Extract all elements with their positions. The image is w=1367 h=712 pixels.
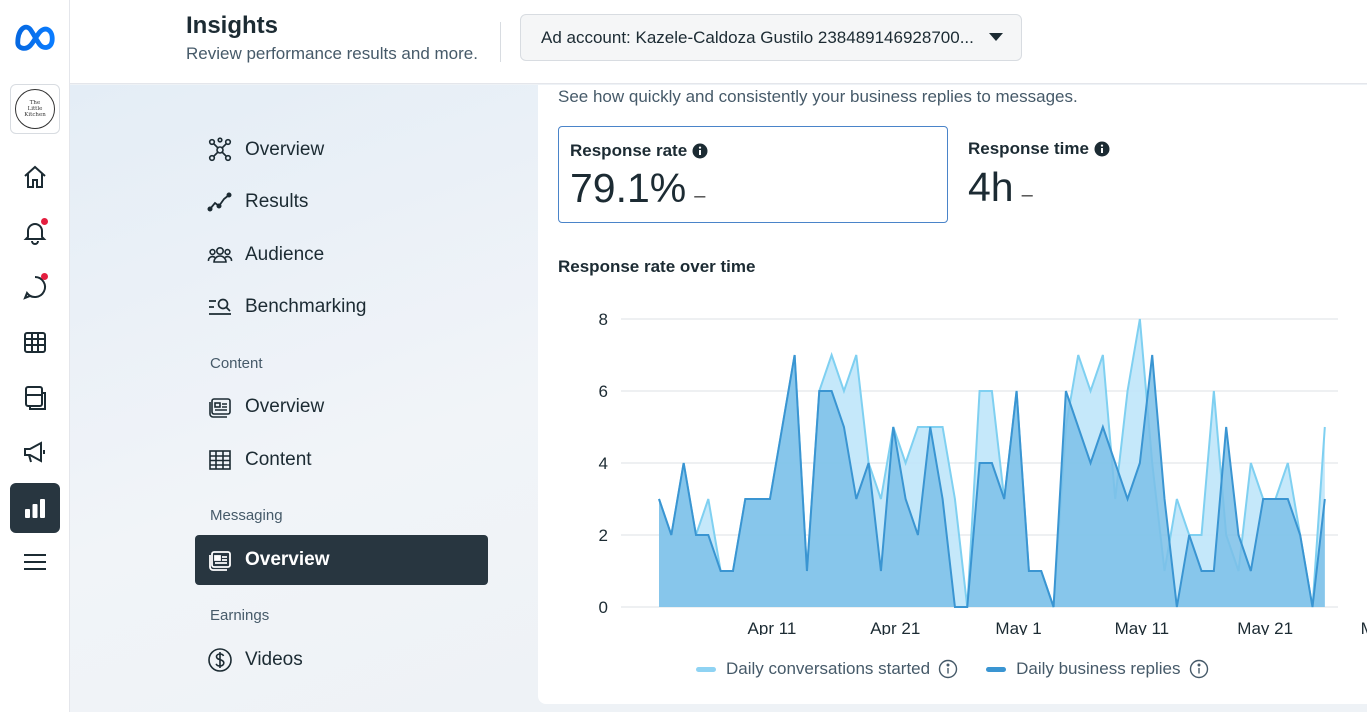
section-earnings: Earnings: [210, 607, 270, 624]
section-messaging: Messaging: [210, 507, 283, 524]
page-subtitle: Review performance results and more.: [186, 44, 478, 63]
message-dot: [41, 273, 48, 280]
nav-label: Overview: [245, 396, 325, 417]
response-time-value: 4h: [968, 164, 1014, 210]
notification-dot: [41, 218, 48, 225]
response-time-label-row: Response time: [968, 139, 1110, 159]
nav-audience[interactable]: Audience: [195, 230, 488, 280]
legend-started-label: Daily conversations started: [726, 659, 931, 678]
section-content: Content: [210, 355, 263, 372]
info-outline-icon[interactable]: [938, 659, 958, 679]
info-icon[interactable]: [692, 143, 708, 159]
nav-label: Content: [245, 449, 312, 470]
insights-sidebar: Overview Results Audience Benchmarking C…: [70, 85, 538, 712]
nav-videos[interactable]: Videos: [195, 635, 488, 685]
home-icon[interactable]: [10, 152, 60, 202]
y-tick-label: 8: [599, 310, 608, 329]
y-tick-label: 6: [599, 382, 608, 401]
messages-icon[interactable]: [10, 262, 60, 312]
response-rate-card[interactable]: Response rate 79.1% –: [558, 126, 948, 223]
y-tick-label: 0: [599, 598, 608, 617]
menu-icon[interactable]: [10, 537, 60, 587]
insights-icon[interactable]: [10, 483, 60, 533]
content-overview-icon: [209, 398, 231, 418]
ads-icon[interactable]: [10, 427, 60, 477]
hub-icon: [208, 137, 232, 162]
page-title: Insights: [186, 12, 279, 39]
the-little-kitchen-logo: The Little Kitchen: [15, 89, 55, 129]
nav-label: Videos: [245, 649, 303, 670]
response-rate-value-row: 79.1% –: [570, 165, 705, 212]
response-time-value-row: 4h –: [968, 164, 1033, 211]
chart-legend: Daily conversations started Daily busine…: [696, 659, 1237, 679]
results-icon: [207, 192, 232, 212]
series-replies-line: [658, 354, 1326, 608]
posts-icon[interactable]: [10, 372, 60, 422]
response-time-card[interactable]: Response time 4h –: [958, 126, 1308, 223]
info-icon[interactable]: [1094, 141, 1110, 157]
page-header: Insights Review performance results and …: [70, 0, 1367, 84]
info-outline-icon[interactable]: [1189, 659, 1209, 679]
benchmark-icon: [209, 298, 231, 315]
content-calendar-icon[interactable]: [10, 317, 60, 367]
dollar-icon: [208, 648, 232, 672]
series-replies-area: [659, 355, 1325, 607]
nav-label: Benchmarking: [245, 296, 367, 317]
legend-started[interactable]: Daily conversations started: [696, 659, 958, 679]
meta-logo-icon[interactable]: [12, 14, 58, 60]
response-rate-trend: –: [694, 185, 706, 207]
y-tick-label: 2: [599, 526, 608, 545]
x-tick-label: Apr 11: [748, 619, 797, 635]
messaging-overview-panel: See how quickly and consistently your bu…: [538, 85, 1367, 704]
response-time-trend: –: [1021, 184, 1033, 206]
nav-messaging-overview[interactable]: Overview: [195, 535, 488, 585]
ad-account-dropdown[interactable]: Ad account: Kazele-Caldoza Gustilo 23848…: [520, 14, 1022, 61]
y-tick-label: 4: [599, 454, 608, 473]
nav-label: Overview: [245, 139, 325, 160]
nav-label: Results: [245, 191, 309, 212]
response-rate-label: Response rate: [570, 141, 688, 160]
ad-account-label: Ad account: Kazele-Caldoza Gustilo 23848…: [541, 27, 974, 47]
nav-overview[interactable]: Overview: [195, 125, 488, 175]
response-time-label: Response time: [968, 139, 1089, 158]
response-rate-label-row: Response rate: [570, 141, 708, 161]
nav-benchmarking[interactable]: Benchmarking: [195, 282, 488, 332]
x-tick-label: May 1: [995, 619, 1041, 635]
table-icon: [209, 450, 231, 470]
response-rate-chart[interactable]: 0 2 4 6 8 Apr 11 Apr 21 May 1 May 11 May 21 May 31: [538, 295, 1367, 635]
caret-down-icon: [989, 33, 1003, 41]
response-rate-value: 79.1%: [570, 165, 687, 211]
legend-replies-label: Daily business replies: [1016, 659, 1181, 678]
x-tick-label: May 11: [1115, 619, 1170, 635]
intro-text: See how quickly and consistently your bu…: [558, 87, 1078, 106]
legend-replies[interactable]: Daily business replies: [986, 659, 1208, 679]
legend-replies-swatch: [986, 666, 1007, 672]
nav-results[interactable]: Results: [195, 177, 488, 227]
notifications-icon[interactable]: [10, 207, 60, 257]
chart-title: Response rate over time: [558, 257, 756, 276]
x-tick-label: May 31: [1361, 619, 1367, 635]
nav-content[interactable]: Content: [195, 435, 488, 485]
header-divider: [500, 22, 501, 62]
nav-label: Audience: [245, 244, 325, 265]
x-tick-label: May 21: [1237, 619, 1293, 635]
legend-started-swatch: [696, 666, 716, 672]
nav-content-overview[interactable]: Overview: [195, 382, 488, 432]
audience-icon: [207, 247, 233, 263]
messaging-overview-icon: [209, 551, 231, 571]
nav-label: Overview: [245, 549, 330, 570]
page-avatar[interactable]: The Little Kitchen: [10, 84, 60, 134]
left-rail: The Little Kitchen: [0, 0, 70, 712]
x-tick-label: Apr 21: [870, 619, 920, 635]
